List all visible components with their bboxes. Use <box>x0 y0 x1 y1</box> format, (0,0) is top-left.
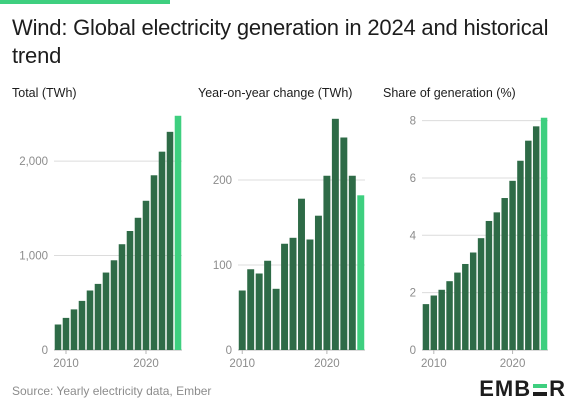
bar <box>70 309 78 350</box>
chart-panel-total: Total (TWh) 0 1,000 2,000 2010 2020 <box>12 86 182 370</box>
bar <box>422 304 430 350</box>
bar <box>255 273 263 350</box>
bar <box>166 131 174 350</box>
bar <box>174 115 182 351</box>
bar <box>298 198 305 350</box>
bar <box>340 137 348 350</box>
bar <box>517 160 524 350</box>
chart-title-yoy: Year-on-year change (TWh) <box>198 86 352 100</box>
bar <box>314 215 322 350</box>
bar <box>454 272 461 350</box>
bar <box>446 281 453 350</box>
bar <box>264 260 272 350</box>
chart-panel-yoy: Year-on-year change (TWh) 0 100 200 2010 2020 <box>198 86 365 370</box>
y-tick-label: 6 <box>410 173 416 185</box>
bar <box>158 151 166 350</box>
bar <box>462 263 469 350</box>
y-tick-label: 0 <box>410 345 416 357</box>
accent-line <box>0 0 170 4</box>
bar <box>126 231 134 350</box>
bar <box>247 269 255 350</box>
bar <box>94 283 102 350</box>
bar <box>102 272 110 350</box>
bar <box>532 126 540 351</box>
source-note: Source: Yearly electricity data, Ember <box>12 384 212 398</box>
chart-title-total: Total (TWh) <box>12 86 77 100</box>
y-tick-label: 1,000 <box>19 251 48 263</box>
bar <box>86 290 94 350</box>
bar <box>323 175 331 350</box>
bar <box>306 239 314 350</box>
bar <box>540 117 548 350</box>
bar <box>142 200 150 350</box>
bar <box>281 243 289 350</box>
y-tick-label: 100 <box>213 260 232 272</box>
logo-stylised-letter <box>533 381 548 399</box>
bar <box>238 290 246 350</box>
bar <box>118 244 126 350</box>
bar <box>62 317 70 350</box>
bar <box>110 260 118 350</box>
bar <box>54 324 62 350</box>
page-title: Wind: Global electricity generation in 2… <box>12 15 549 68</box>
chart-panel-share: Share of generation (%) 0 2 4 6 8 2010 2020 <box>383 86 548 370</box>
y-tick-label: 2,000 <box>19 156 48 168</box>
bar <box>78 300 86 350</box>
bar <box>501 198 508 350</box>
bar <box>485 220 493 350</box>
bar <box>348 175 356 350</box>
x-tick-label: 2020 <box>133 358 159 370</box>
y-tick-label: 2 <box>410 288 416 300</box>
y-tick-label: 0 <box>226 345 232 357</box>
bar <box>289 237 297 350</box>
x-tick-label: 2020 <box>500 358 526 370</box>
bar <box>477 238 485 350</box>
bar <box>438 289 445 350</box>
x-tick-label: 2010 <box>229 358 255 370</box>
x-tick-label: 2010 <box>421 358 447 370</box>
bar <box>150 175 158 350</box>
bar <box>357 195 365 350</box>
bar <box>493 212 501 350</box>
ember-logo: EMB R <box>479 376 566 401</box>
bar <box>272 288 280 350</box>
bar <box>134 217 142 350</box>
bar <box>469 252 477 350</box>
y-tick-label: 0 <box>42 345 48 357</box>
y-tick-label: 200 <box>213 175 232 187</box>
x-tick-label: 2020 <box>314 358 340 370</box>
bar <box>525 140 532 350</box>
bar <box>430 295 438 350</box>
bar <box>509 180 516 350</box>
y-tick-label: 4 <box>410 230 417 242</box>
chart-title-share: Share of generation (%) <box>383 86 516 100</box>
x-tick-label: 2010 <box>53 358 79 370</box>
bar <box>331 118 339 350</box>
y-tick-label: 8 <box>410 116 416 128</box>
